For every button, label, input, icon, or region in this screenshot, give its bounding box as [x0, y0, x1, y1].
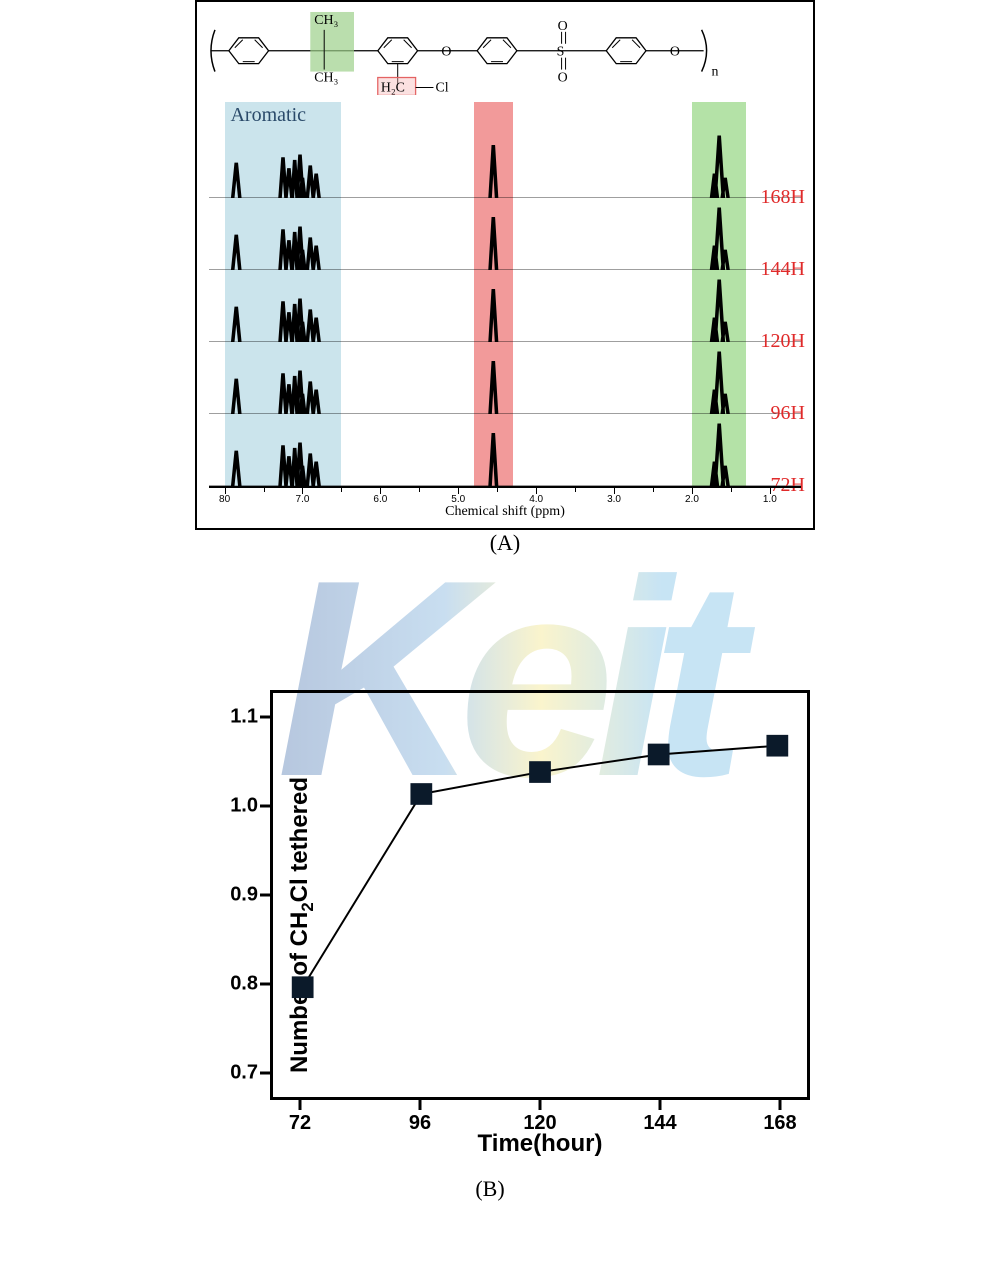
svg-text:O: O [558, 19, 568, 34]
svg-text:O: O [670, 45, 680, 60]
repeat-n: n [712, 65, 719, 80]
svg-text:O: O [558, 71, 568, 86]
data-marker [292, 976, 314, 998]
aromatic-label: Aromatic [230, 104, 306, 127]
svg-text:CH₃: CH₃ [314, 71, 338, 86]
data-marker [648, 744, 670, 766]
scatter-plot [270, 690, 810, 1100]
data-marker [766, 735, 788, 757]
x-axis-label-a: Chemical shift (ppm) [209, 504, 801, 520]
spectrum-row: 120H [209, 274, 801, 342]
x-axis-a: 807.06.05.04.03.02.01.0 Chemical shift (… [209, 486, 801, 528]
panel-a-frame: n CH₃ CH₃ O S O O O [195, 0, 815, 530]
svg-text:CH₃: CH₃ [314, 13, 338, 28]
panel-b-caption: (B) [150, 1176, 830, 1202]
svg-text:O: O [441, 45, 451, 60]
nmr-spectra-region: Aromatic 168H 144H 120H 96H 72H [209, 102, 801, 486]
spectrum-row: 168H [209, 130, 801, 198]
panel-a-caption: (A) [180, 530, 830, 556]
panel-a: n CH₃ CH₃ O S O O O [180, 0, 830, 580]
molecule-diagram: n CH₃ CH₃ O S O O O [207, 8, 803, 96]
spectrum-row: 96H [209, 346, 801, 414]
spectrum-row: 72H [209, 418, 801, 486]
svg-text:H₂C: H₂C [381, 80, 405, 95]
data-marker [529, 761, 551, 783]
spectrum-row: 144H [209, 202, 801, 270]
data-marker [410, 783, 432, 805]
svg-text:S: S [557, 45, 565, 60]
x-axis-label-b: Time(hour) [270, 1130, 810, 1158]
panel-b: Number of CH2Cl tethered 0.70.80.91.01.1… [150, 680, 830, 1240]
svg-text:Cl: Cl [435, 80, 448, 95]
